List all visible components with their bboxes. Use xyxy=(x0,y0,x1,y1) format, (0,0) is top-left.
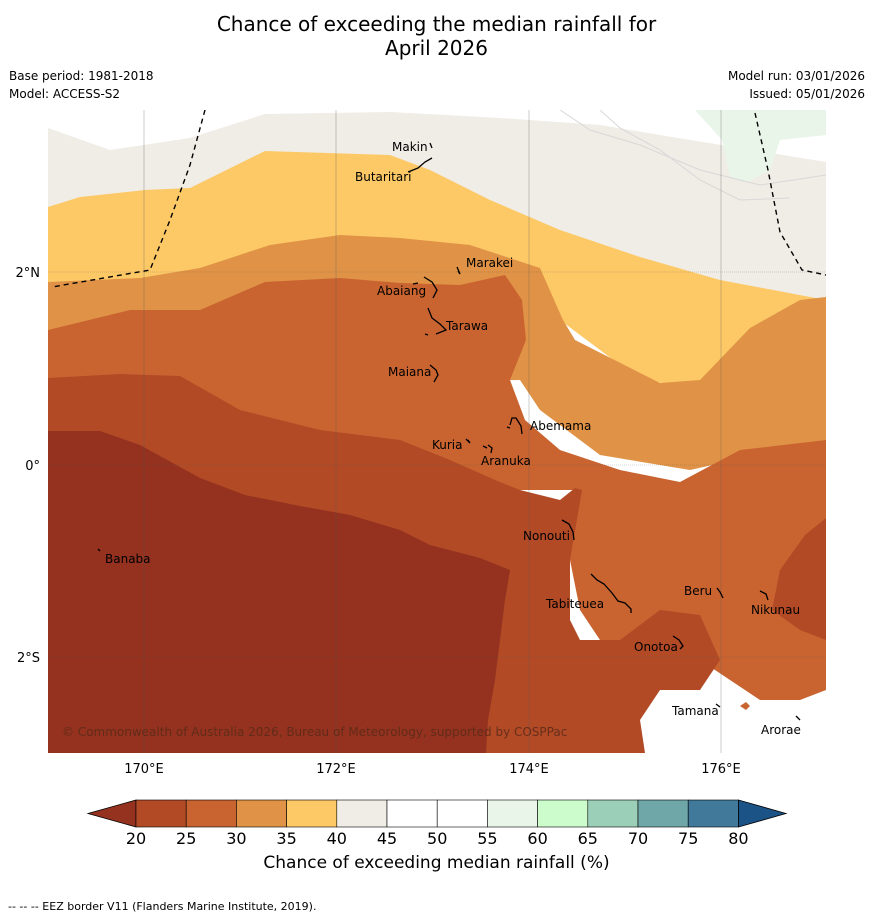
model-name: Model: ACCESS-S2 xyxy=(9,87,121,101)
colorbar-tick-label: 75 xyxy=(678,829,698,848)
colorbar-segment xyxy=(587,799,639,828)
map-area xyxy=(48,110,826,753)
title-line-2: April 2026 xyxy=(385,36,488,60)
colorbar-extend-high xyxy=(738,799,788,828)
place-label: Kuria xyxy=(432,438,463,452)
colorbar-segment xyxy=(436,799,488,828)
place-label: Onotoa xyxy=(634,640,678,654)
colorbar-tick-label: 70 xyxy=(628,829,648,848)
eez-border-west xyxy=(51,110,206,288)
lon-tick-label: 176°E xyxy=(701,762,741,777)
eez-footnote: -- -- -- EEZ border V11 (Flanders Marine… xyxy=(8,900,317,913)
copyright-notice: © Commonwealth of Australia 2026, Bureau… xyxy=(62,725,567,739)
place-label: Nikunau xyxy=(751,603,800,617)
band-below-20 xyxy=(48,431,510,753)
place-label: Maiana xyxy=(388,365,431,379)
colorbar-segment xyxy=(336,799,388,828)
colorbar-segment xyxy=(637,799,689,828)
band-55-60 xyxy=(695,110,826,182)
meta-right: Model run: 03/01/2026 Issued: 05/01/2026 xyxy=(728,67,865,103)
place-labels: Makin Butaritari Marakei Abaiang Tarawa … xyxy=(105,140,801,737)
graticule xyxy=(48,110,826,753)
colorbar-tick-label: 55 xyxy=(477,829,497,848)
band-20-25-east xyxy=(772,518,826,640)
lon-tick-label: 174°E xyxy=(509,762,549,777)
chart-title: Chance of exceeding the median rainfall … xyxy=(0,12,873,60)
lon-axis-labels: 170°E 172°E 174°E 176°E xyxy=(124,762,741,777)
colorbar-segment xyxy=(185,799,237,828)
colorbar-segment xyxy=(236,799,287,828)
colorbar-tick-label: 50 xyxy=(427,829,447,848)
place-label: Butaritari xyxy=(355,170,412,184)
eez-border-east xyxy=(754,112,826,276)
lat-tick-label: 2°S xyxy=(17,651,40,666)
colorbar-tick-label: 40 xyxy=(327,829,347,848)
place-label: Banaba xyxy=(105,552,151,566)
colorbar-extend-low xyxy=(86,799,137,828)
band-20-25-tamana xyxy=(740,702,750,710)
place-label: Abemama xyxy=(530,419,591,433)
colorbar-tick-label: 60 xyxy=(527,829,547,848)
place-label: Tabiteuea xyxy=(545,597,604,611)
lat-tick-label: 2°N xyxy=(16,266,41,281)
place-label: Tarawa xyxy=(445,319,488,333)
place-label: Marakei xyxy=(466,256,513,270)
colorbar-segment xyxy=(687,799,739,828)
colorbar-tick-label: 25 xyxy=(176,829,196,848)
place-label: Arorae xyxy=(761,723,801,737)
colorbar-segment xyxy=(537,799,589,828)
model-run: Model run: 03/01/2026 xyxy=(727,69,865,83)
islands xyxy=(97,142,801,721)
colorbar-segment xyxy=(286,799,338,828)
place-label: Makin xyxy=(392,140,428,154)
colorbar-tick-label: 35 xyxy=(276,829,296,848)
lat-axis-labels: 2°N 0° 2°S xyxy=(16,266,41,666)
colorbar-tick-label: 30 xyxy=(226,829,246,848)
colorbar: 20 25 30 35 40 45 50 55 60 65 70 75 80 xyxy=(86,799,788,848)
colorbar-tick-label: 80 xyxy=(728,829,748,848)
issued-date: Issued: 05/01/2026 xyxy=(749,87,865,101)
place-label: Tamana xyxy=(671,704,719,718)
colorbar-label: Chance of exceeding median rainfall (%) xyxy=(263,853,610,873)
lat-tick-label: 0° xyxy=(25,459,40,474)
title-line-1: Chance of exceeding the median rainfall … xyxy=(216,12,657,36)
colorbar-segment xyxy=(487,799,538,828)
place-label: Aranuka xyxy=(481,454,531,468)
base-period: Base period: 1981-2018 xyxy=(9,69,154,83)
colorbar-tick-label: 65 xyxy=(578,829,598,848)
colorbar-tick-label: 45 xyxy=(377,829,397,848)
place-label: Beru xyxy=(684,584,712,598)
lon-tick-label: 170°E xyxy=(124,762,164,777)
lon-tick-label: 172°E xyxy=(316,762,356,777)
meta-left: Base period: 1981-2018 Model: ACCESS-S2 xyxy=(9,67,154,103)
contour-line-north-2 xyxy=(599,110,791,201)
colorbar-segment xyxy=(135,799,187,828)
colorbar-segment xyxy=(386,799,438,828)
place-label: Nonouti xyxy=(523,529,570,543)
colorbar-tick-label: 20 xyxy=(126,829,146,848)
place-label: Abaiang xyxy=(377,284,426,298)
